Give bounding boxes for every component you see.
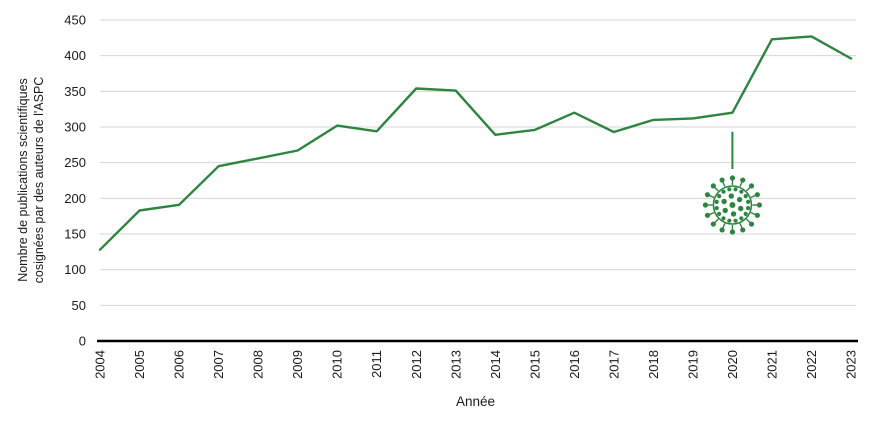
x-tick-label: 2016 [567,350,582,379]
x-tick-label: 2013 [448,350,463,379]
y-tick-label: 200 [64,191,86,206]
x-tick-label: 2020 [725,350,740,379]
x-tick-label: 2014 [488,350,503,379]
x-tick-label: 2011 [369,350,384,378]
x-tick-label: 2007 [211,350,226,379]
x-tick-label: 2018 [646,350,661,379]
y-tick-label: 0 [79,334,86,349]
x-tick-label: 2019 [685,350,700,379]
x-tick-label: 2004 [93,350,108,379]
x-tick-label: 2021 [764,350,779,379]
x-tick-label: 2008 [251,350,266,379]
x-tick-label: 2006 [172,350,187,379]
y-tick-label: 100 [64,262,86,277]
y-tick-label: 300 [64,120,86,135]
x-tick-label: 2012 [409,350,424,379]
y-tick-label: 450 [64,13,86,28]
x-tick-label: 2022 [804,350,819,379]
x-tick-label: 2005 [132,350,147,379]
y-axis-title: Nombre de publications scientifiques cos… [16,76,46,284]
coronavirus-icon [702,175,763,235]
y-tick-label: 350 [64,84,86,99]
x-axis-title: Année [455,394,496,409]
x-tick-label: 2009 [290,350,305,379]
x-tick-label: 2017 [606,350,621,379]
y-tick-label: 150 [64,227,86,242]
x-tick-label: 2010 [330,350,345,379]
data-line [98,35,853,251]
y-tick-label: 50 [72,298,86,313]
x-tick-label: 2023 [844,350,859,379]
x-tick-label: 2015 [527,350,542,379]
y-tick-label: 250 [64,155,86,170]
y-tick-label: 400 [64,48,86,63]
